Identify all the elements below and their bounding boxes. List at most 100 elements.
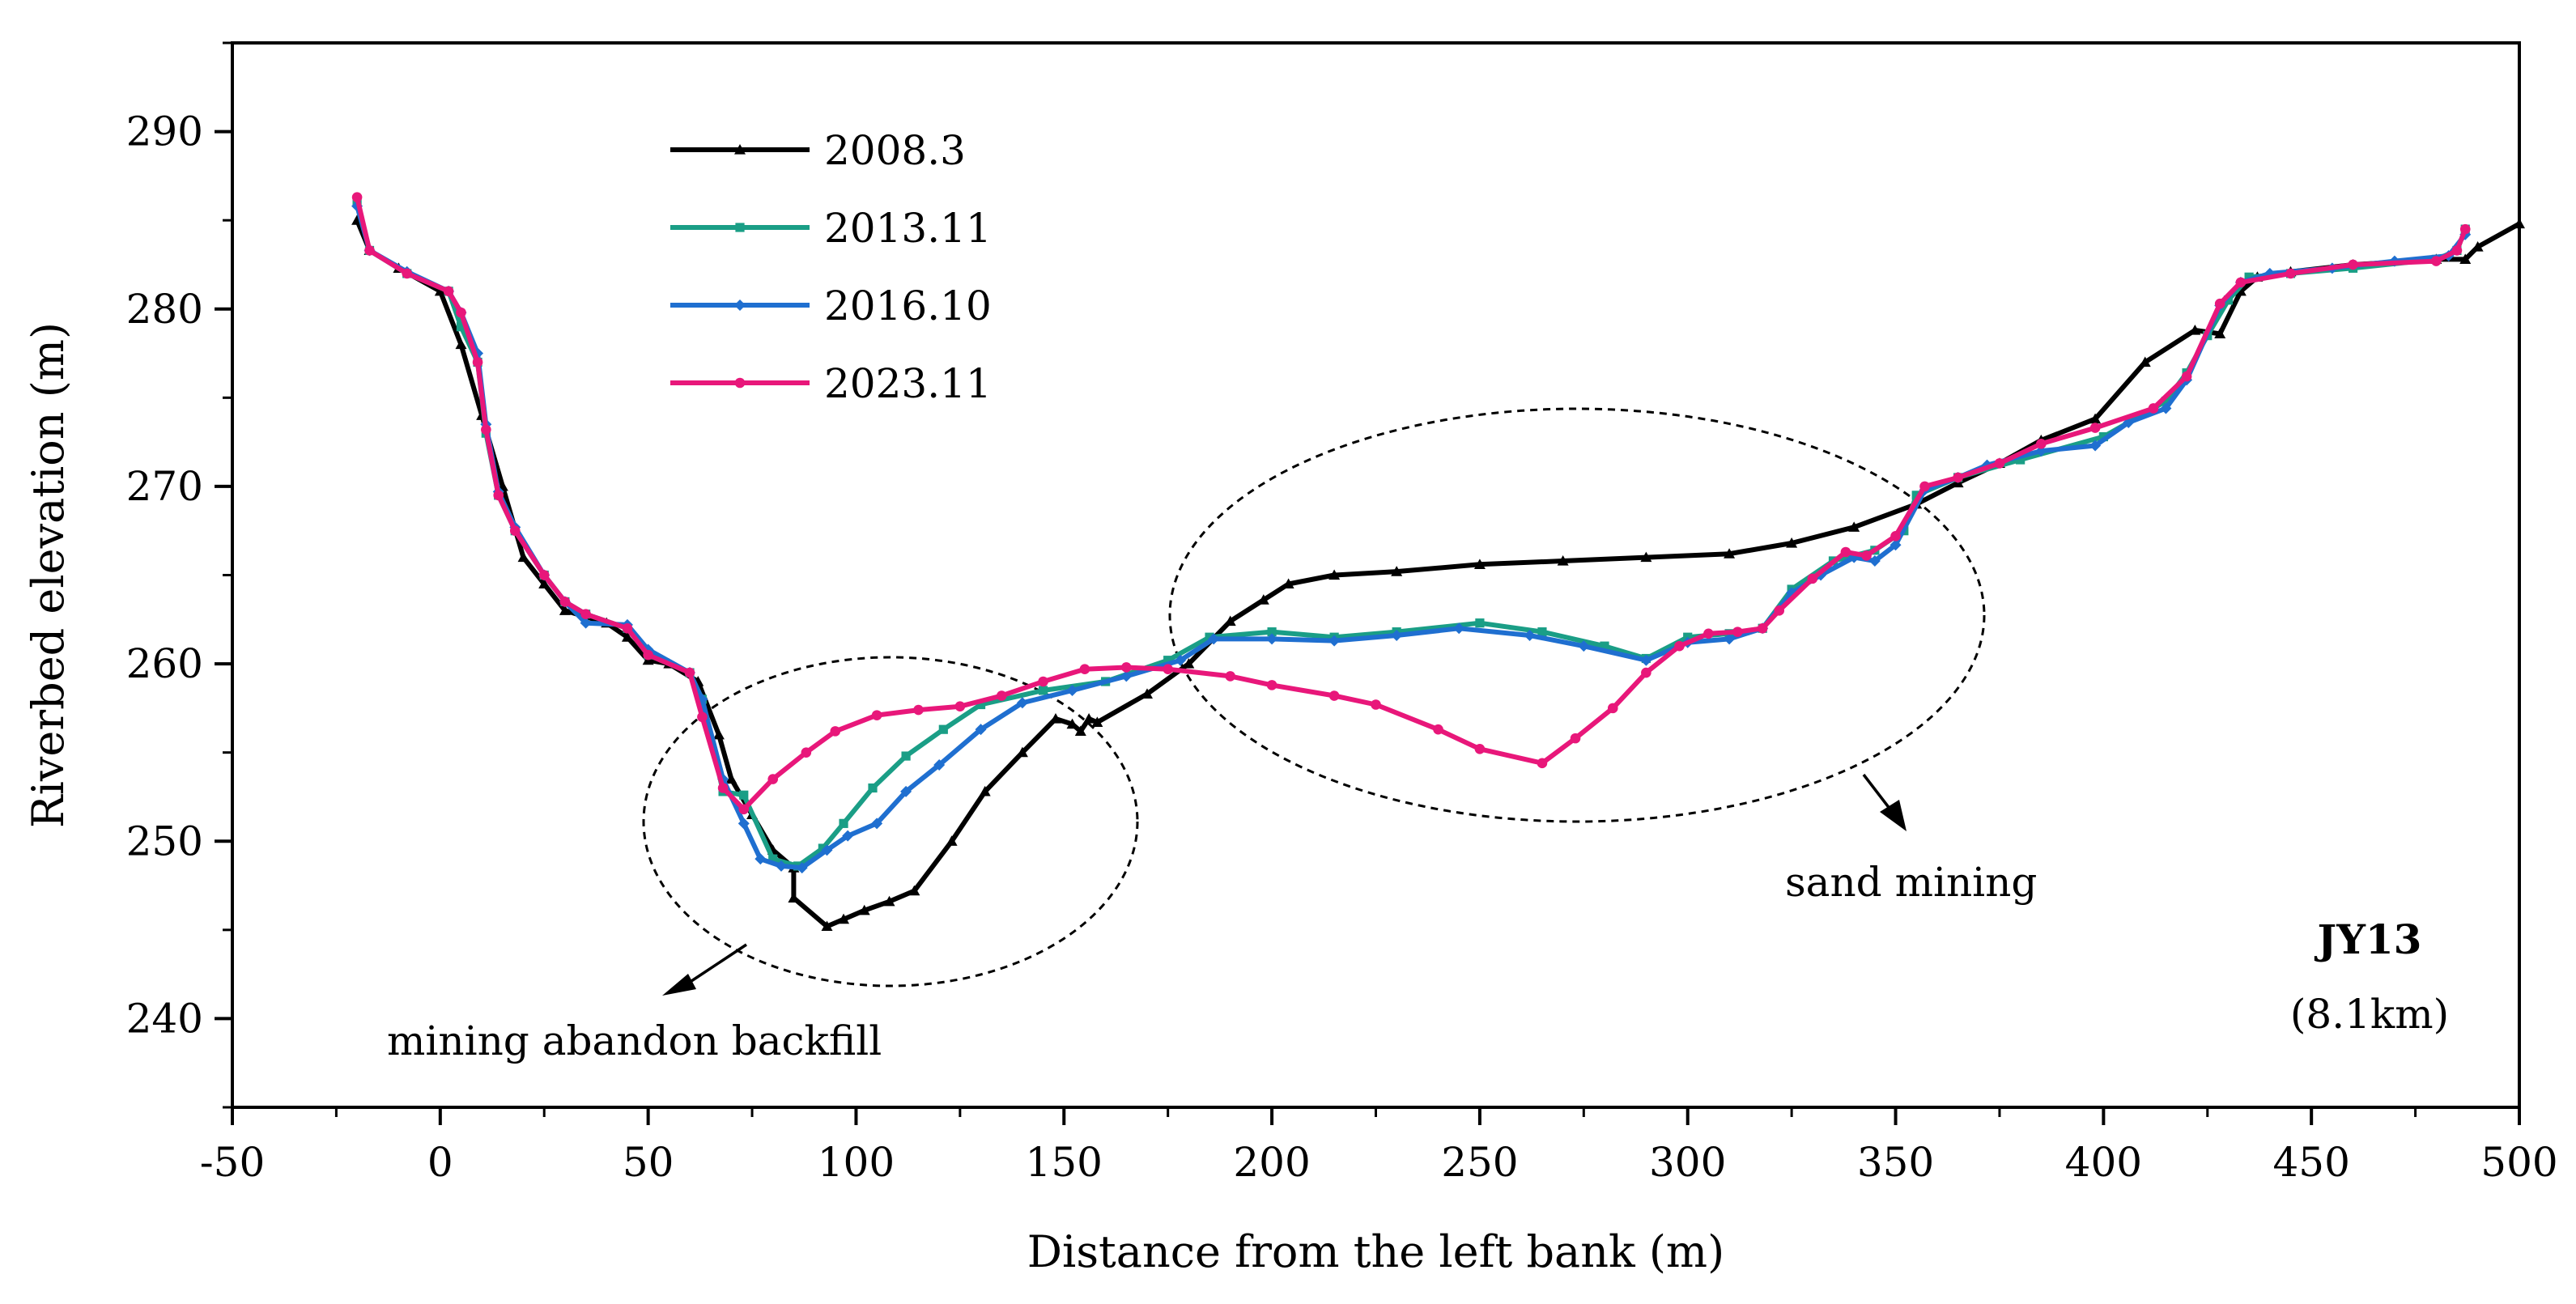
data-point <box>1038 676 1048 687</box>
data-point <box>1225 671 1236 682</box>
data-point <box>1473 559 1486 569</box>
data-point <box>455 338 467 350</box>
x-tick-label: 50 <box>623 1139 674 1186</box>
data-point <box>1889 539 1902 551</box>
data-point <box>351 192 363 202</box>
data-point <box>1861 550 1872 561</box>
data-point <box>1257 594 1269 605</box>
data-point <box>538 570 550 580</box>
y-tick-label: 250 <box>126 818 203 864</box>
data-point <box>1607 703 1618 714</box>
data-point <box>1038 686 1048 695</box>
data-point <box>1474 743 1486 754</box>
sand-mining-label: sand mining <box>1785 859 2037 906</box>
data-point <box>1083 713 1095 724</box>
series-2023.11 <box>351 192 2471 815</box>
data-point <box>559 605 571 615</box>
data-point <box>538 578 550 589</box>
data-point <box>2430 256 2442 266</box>
data-point <box>1074 725 1086 736</box>
data-point <box>1724 633 1736 645</box>
data-point <box>1016 746 1028 758</box>
data-point <box>1121 662 1132 673</box>
data-point <box>1453 622 1465 635</box>
data-point <box>2089 440 2102 452</box>
data-point <box>2244 272 2254 282</box>
data-point <box>1911 491 1921 500</box>
data-point <box>456 307 466 318</box>
data-point <box>1016 697 1028 709</box>
data-point <box>842 830 854 842</box>
data-point <box>1641 667 1651 678</box>
data-point <box>1183 658 1195 669</box>
data-point <box>580 617 592 629</box>
data-point <box>2035 445 2047 457</box>
data-point <box>1848 521 1860 532</box>
data-point <box>767 774 779 784</box>
data-point <box>621 631 633 642</box>
data-point <box>1267 627 1277 637</box>
data-point <box>402 268 413 279</box>
data-point <box>1640 654 1652 666</box>
data-point <box>1163 656 1173 665</box>
data-point <box>2098 431 2108 442</box>
data-point <box>2214 298 2225 309</box>
x-tick-label: 200 <box>1233 1139 1310 1186</box>
data-point <box>1079 664 1090 674</box>
data-point <box>900 785 912 797</box>
data-point <box>1757 622 1768 634</box>
data-point <box>1919 481 1930 492</box>
data-point <box>717 783 729 793</box>
data-point <box>1328 569 1341 580</box>
x-tick-label: 500 <box>2480 1139 2557 1186</box>
data-point <box>830 726 841 737</box>
data-point <box>996 690 1007 701</box>
data-point <box>1524 630 1536 642</box>
series-2013.11 <box>352 198 2470 871</box>
data-point <box>768 854 778 864</box>
data-point <box>1868 554 1881 567</box>
data-point <box>1266 680 1277 690</box>
series-line <box>355 200 2468 869</box>
x-axis-title: Distance from the left bank (m) <box>1027 1226 1724 1277</box>
data-point <box>1120 670 1133 682</box>
data-point <box>858 904 870 915</box>
data-point <box>697 711 708 723</box>
data-point <box>2089 423 2101 433</box>
data-point <box>838 913 850 924</box>
x-tick-label: 450 <box>2272 1139 2349 1186</box>
data-point <box>2451 245 2463 256</box>
data-point <box>954 701 966 711</box>
y-axis-title: Riverbed elevation (m) <box>23 322 74 828</box>
data-point <box>1391 630 1403 642</box>
data-point <box>2214 328 2226 339</box>
data-point <box>472 357 483 367</box>
data-point <box>1724 548 1736 559</box>
data-point <box>1371 699 1381 710</box>
data-point <box>364 245 375 256</box>
data-point <box>868 783 878 793</box>
data-point <box>796 862 808 874</box>
data-point <box>776 860 787 872</box>
data-point <box>1066 718 1078 729</box>
x-tick-label: 150 <box>1026 1139 1103 1186</box>
data-point <box>2235 277 2247 288</box>
data-point <box>1578 640 1590 652</box>
data-point <box>1328 690 1340 701</box>
data-point <box>975 724 987 736</box>
data-point <box>2089 413 2102 424</box>
data-point <box>946 835 958 846</box>
data-point <box>1066 684 1078 696</box>
data-point <box>908 885 920 896</box>
data-point <box>2348 259 2358 270</box>
data-point <box>1732 627 1743 637</box>
data-point <box>1786 537 1798 548</box>
data-point <box>979 785 991 796</box>
data-point <box>1175 654 1187 666</box>
data-point <box>456 322 466 332</box>
data-point <box>2223 295 2234 305</box>
data-point <box>434 285 446 296</box>
data-point <box>755 853 767 865</box>
legend-marker <box>735 223 745 232</box>
data-point <box>1994 458 2005 469</box>
